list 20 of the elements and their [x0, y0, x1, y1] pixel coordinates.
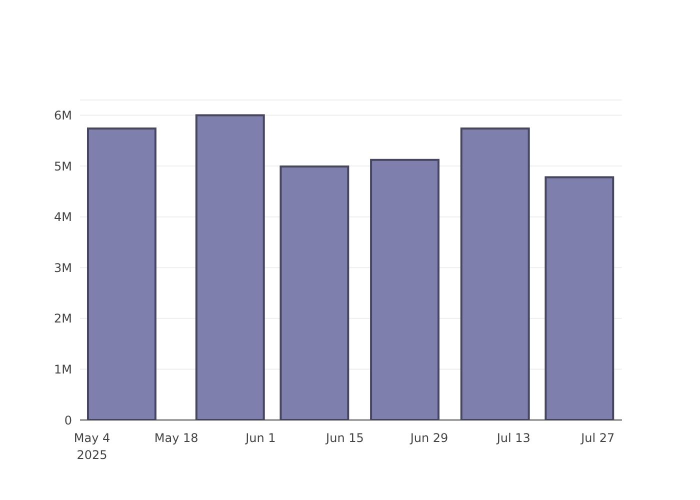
x-tick-label: May 4 2025 — [74, 431, 110, 462]
bar — [195, 114, 265, 420]
y-tick-label: 4M — [54, 210, 72, 224]
x-tick-label: Jul 13 — [496, 431, 530, 445]
x-tick-label: May 18 — [154, 431, 198, 445]
y-tick-label: 1M — [54, 362, 72, 376]
bar — [370, 158, 440, 420]
y-tick-label: 0 — [64, 413, 72, 428]
bar — [544, 176, 614, 420]
bar — [460, 127, 530, 420]
bar — [87, 127, 156, 420]
bar — [280, 166, 350, 420]
x-tick-label: Jul 27 — [580, 431, 615, 445]
y-tick-label: 6M — [54, 108, 72, 122]
y-tick-label: 3M — [54, 260, 72, 275]
y-tick-label: 2M — [54, 312, 72, 326]
y-tick-label: 5M — [54, 159, 72, 174]
x-tick-label: Jun 1 — [244, 431, 276, 445]
x-tick-label: Jun 29 — [409, 431, 448, 445]
x-tick-label: Jun 15 — [325, 431, 364, 445]
